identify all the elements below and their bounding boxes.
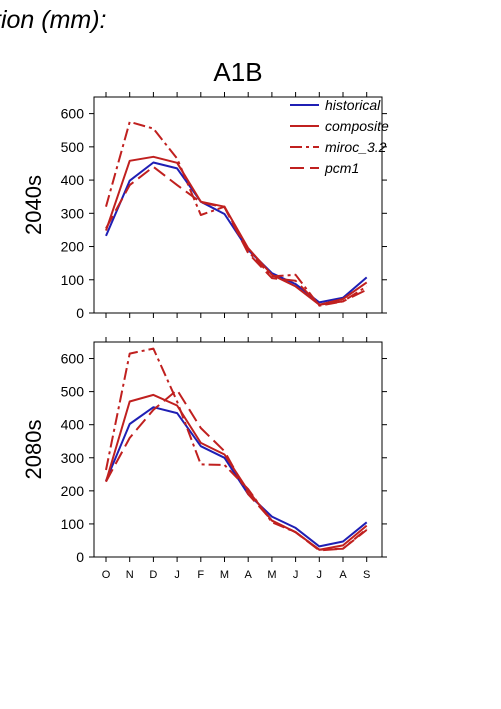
legend-label: pcm1	[324, 160, 359, 176]
series-line-pcm1	[105, 389, 368, 552]
x-tick-label: J	[317, 569, 323, 581]
figure-header-text: tion (mm):	[0, 6, 107, 34]
chart-panel-2080s: 0 100 200 300 400 500 600 O N D J F M A M J J A S 2080s	[21, 337, 387, 581]
chart-panels: 0 100 200 300 400 500 600 2040s historical compos…	[21, 92, 389, 581]
y-tick-label: 300	[61, 205, 85, 221]
x-tick-label: A	[339, 569, 347, 581]
x-tick-label: A	[245, 569, 253, 581]
legend-label: miroc_3.2	[325, 139, 387, 155]
x-tick-label: M	[220, 569, 229, 581]
scenario-title: A1B	[213, 57, 262, 87]
legend-label: composite	[325, 118, 389, 134]
y-tick-label: 0	[76, 549, 84, 565]
x-tick-label: J	[293, 569, 299, 581]
y-tick-label: 100	[61, 272, 85, 288]
series-line-miroc-3-2	[105, 347, 368, 551]
y-tick-label: 500	[61, 384, 85, 400]
y-tick-label: 500	[61, 139, 85, 155]
x-tick-label: M	[267, 569, 276, 581]
x-tick-label: D	[149, 569, 157, 581]
y-tick-label: 400	[61, 417, 85, 433]
plot-frame	[93, 341, 383, 558]
y-tick-label: 600	[61, 351, 85, 367]
y-axis-label: 2080s	[21, 420, 46, 480]
y-tick-label: 100	[61, 516, 85, 532]
series-line-historical	[105, 161, 368, 304]
y-tick-label: 200	[61, 483, 85, 499]
plot-frame	[93, 96, 383, 314]
x-tick-label: F	[197, 569, 204, 581]
x-tick-label: S	[363, 569, 370, 581]
y-tick-label: 200	[61, 239, 85, 255]
y-tick-label: 300	[61, 450, 85, 466]
x-tick-label: N	[126, 569, 134, 581]
y-tick-label: 0	[76, 305, 84, 321]
y-tick-label: 600	[61, 106, 85, 122]
series-line-pcm1	[105, 165, 368, 306]
y-axis-label: 2040s	[21, 175, 46, 235]
y-tick-label: 400	[61, 172, 85, 188]
x-tick-label: O	[102, 569, 111, 581]
chart-panel-2040s: 0 100 200 300 400 500 600 2040s historical compos…	[21, 92, 389, 321]
x-tick-label: J	[174, 569, 180, 581]
legend-label: historical	[325, 97, 381, 113]
series-line-composite	[105, 393, 368, 551]
